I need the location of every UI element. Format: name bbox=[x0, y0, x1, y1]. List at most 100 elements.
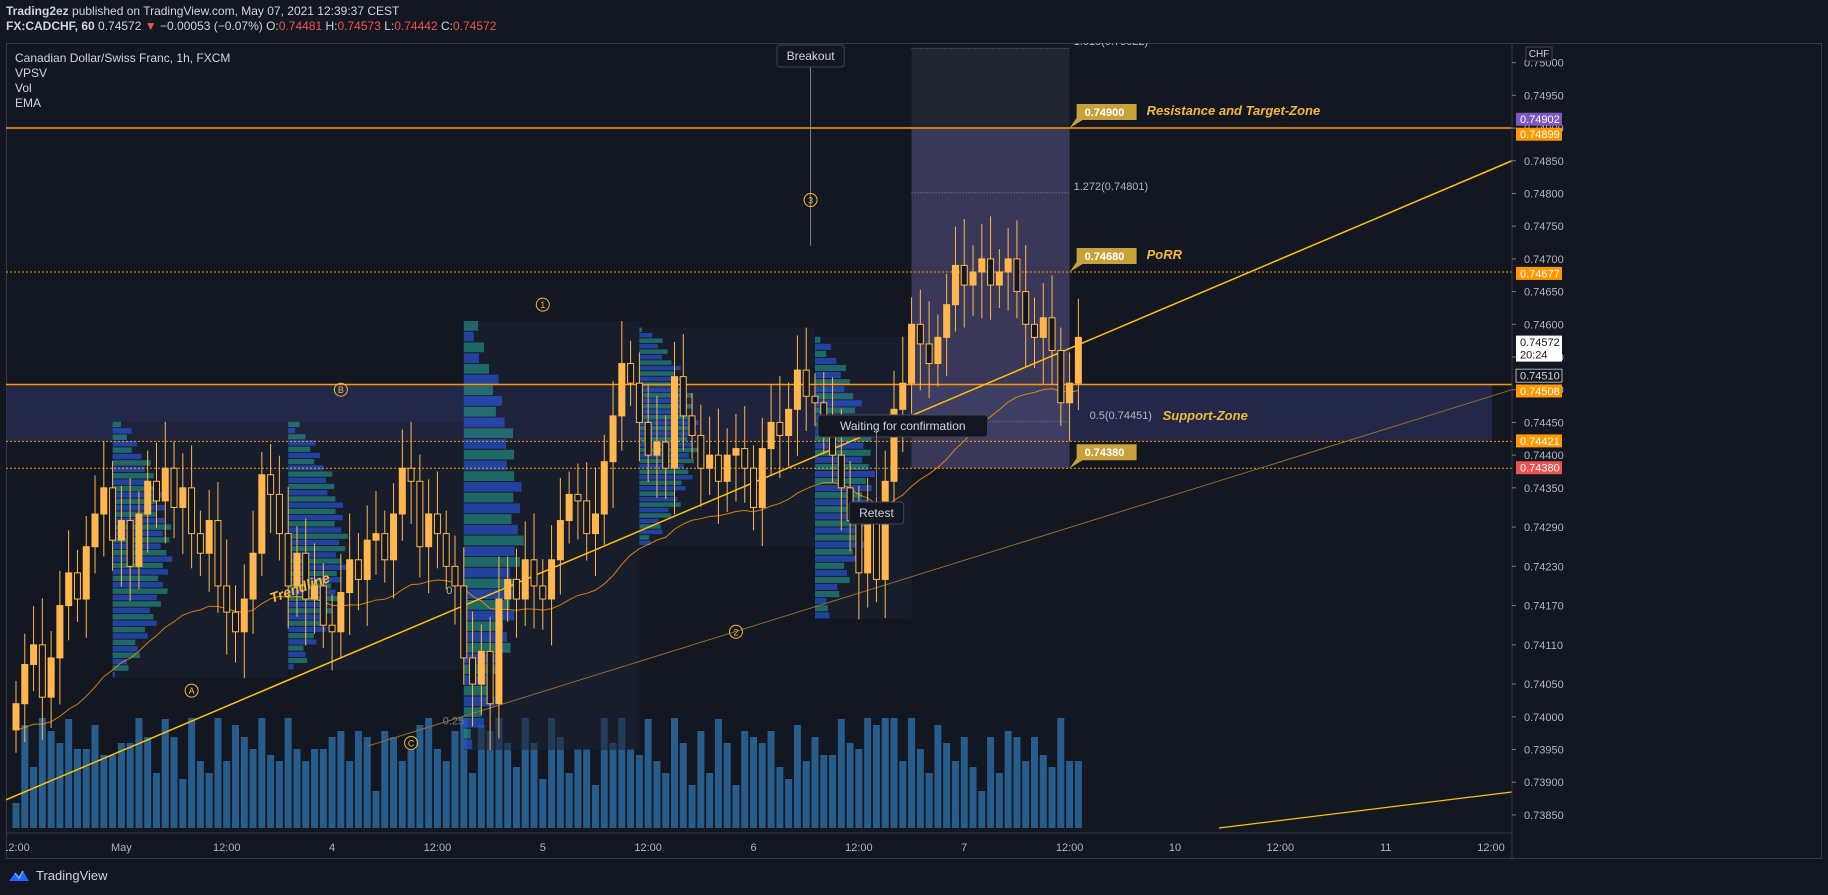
candle-body[interactable] bbox=[12, 703, 20, 731]
candle-body[interactable] bbox=[600, 461, 608, 515]
candle-body[interactable] bbox=[425, 513, 433, 548]
candle-body[interactable] bbox=[381, 533, 389, 561]
candle-body[interactable] bbox=[767, 421, 775, 450]
candle-body[interactable] bbox=[679, 376, 687, 417]
candle-body[interactable] bbox=[346, 559, 354, 594]
candle-body[interactable] bbox=[47, 657, 55, 698]
candle-body[interactable] bbox=[232, 611, 239, 633]
axis-price-tag[interactable]: 0.74902 bbox=[1516, 112, 1562, 127]
candle-body[interactable] bbox=[574, 493, 582, 502]
candle-body[interactable] bbox=[196, 533, 204, 554]
candle-body[interactable] bbox=[714, 454, 722, 482]
candle-body[interactable] bbox=[275, 493, 283, 535]
candle-body[interactable] bbox=[398, 467, 406, 515]
candle-body[interactable] bbox=[82, 546, 90, 600]
candle-body[interactable] bbox=[1022, 291, 1030, 325]
candle-body[interactable] bbox=[179, 487, 187, 508]
candle-body[interactable] bbox=[284, 533, 292, 587]
candle-body[interactable] bbox=[433, 513, 441, 535]
axis-price-tag[interactable]: 0.74510 bbox=[1515, 368, 1563, 383]
wave-label[interactable]: A bbox=[184, 683, 199, 698]
tradingview-brand[interactable]: TradingView bbox=[8, 868, 108, 883]
candle-body[interactable] bbox=[258, 474, 266, 554]
candle-body[interactable] bbox=[706, 454, 714, 469]
candle-body[interactable] bbox=[793, 369, 801, 410]
candle-body[interactable] bbox=[521, 559, 529, 600]
candle-body[interactable] bbox=[723, 454, 731, 482]
candle-body[interactable] bbox=[240, 598, 248, 633]
candle-body[interactable] bbox=[100, 487, 108, 515]
candle-body[interactable] bbox=[925, 343, 933, 365]
candle-body[interactable] bbox=[671, 376, 678, 469]
candle-body[interactable] bbox=[644, 421, 652, 456]
candle-body[interactable] bbox=[469, 657, 477, 685]
candle-body[interactable] bbox=[697, 435, 705, 469]
candle-body[interactable] bbox=[627, 363, 635, 384]
author-name[interactable]: Trading2ez bbox=[6, 4, 69, 18]
candle-body[interactable] bbox=[328, 624, 336, 633]
candle-body[interactable] bbox=[618, 363, 626, 417]
candle-body[interactable] bbox=[741, 448, 749, 469]
candle-body[interactable] bbox=[556, 520, 564, 561]
candle-body[interactable] bbox=[416, 480, 424, 548]
candle-body[interactable] bbox=[987, 258, 995, 286]
wave-label[interactable]: B bbox=[333, 382, 348, 397]
candle-body[interactable] bbox=[311, 585, 319, 600]
candle-body[interactable] bbox=[73, 572, 81, 600]
candle-body[interactable] bbox=[951, 264, 959, 306]
candle-body[interactable] bbox=[916, 323, 924, 345]
candle-body[interactable] bbox=[1030, 323, 1038, 338]
candle-body[interactable] bbox=[732, 448, 740, 456]
candle-body[interactable] bbox=[390, 513, 398, 561]
candle-body[interactable] bbox=[890, 408, 898, 482]
candle-body[interactable] bbox=[249, 552, 257, 600]
candle-body[interactable] bbox=[38, 644, 46, 698]
candle-body[interactable] bbox=[609, 415, 617, 463]
candle-body[interactable] bbox=[855, 520, 863, 574]
symbol-name[interactable]: FX:CADCHF, 60 bbox=[6, 19, 95, 33]
candle-body[interactable] bbox=[1013, 258, 1021, 293]
candle-body[interactable] bbox=[223, 585, 231, 613]
candle-body[interactable] bbox=[881, 480, 889, 580]
candle-body[interactable] bbox=[460, 585, 468, 659]
wave-label[interactable]: 2 bbox=[728, 624, 743, 639]
candle-body[interactable] bbox=[539, 585, 547, 600]
candle-body[interactable] bbox=[91, 513, 99, 548]
wave-label[interactable]: 3 bbox=[803, 193, 818, 207]
candle-body[interactable] bbox=[337, 592, 345, 633]
candle-body[interactable] bbox=[583, 500, 591, 535]
candle-body[interactable] bbox=[899, 382, 907, 410]
wave-label[interactable]: C bbox=[404, 735, 419, 750]
candle-body[interactable] bbox=[302, 552, 310, 600]
candle-body[interactable] bbox=[170, 467, 178, 508]
candle-body[interactable] bbox=[188, 487, 196, 535]
candle-body[interactable] bbox=[161, 467, 169, 502]
legend-indicator-vpsv[interactable]: VPSV bbox=[15, 66, 48, 80]
candle-body[interactable] bbox=[688, 415, 696, 436]
candle-body[interactable] bbox=[1048, 317, 1056, 351]
candle-body[interactable] bbox=[591, 513, 599, 535]
legend-indicator-ema[interactable]: EMA bbox=[15, 96, 42, 110]
candle-body[interactable] bbox=[1066, 382, 1074, 404]
level-tag[interactable]: 0.74900 bbox=[1069, 104, 1137, 129]
candle-body[interactable] bbox=[1057, 349, 1065, 404]
candle-body[interactable] bbox=[635, 382, 643, 423]
breakout-callout[interactable]: Breakout bbox=[776, 44, 845, 68]
candle-body[interactable] bbox=[872, 520, 880, 580]
candle-body[interactable] bbox=[30, 644, 38, 665]
candle-body[interactable] bbox=[56, 605, 64, 659]
candle-body[interactable] bbox=[65, 572, 73, 607]
candle-body[interactable] bbox=[837, 454, 845, 489]
candle-body[interactable] bbox=[117, 520, 125, 541]
candle-body[interactable] bbox=[109, 487, 117, 541]
price-chart[interactable]: 1.618(0.75022) 1.272(0.74801) 0.5(0.74451)… bbox=[6, 43, 1822, 859]
axis-price-tag[interactable]: 0.74380 bbox=[1516, 461, 1562, 475]
axis-price-tag[interactable]: 0.74899 bbox=[1516, 127, 1562, 142]
candle-body[interactable] bbox=[802, 369, 810, 397]
candle-body[interactable] bbox=[653, 441, 661, 456]
candle-body[interactable] bbox=[293, 552, 301, 587]
legend-title[interactable]: Canadian Dollar/Swiss Franc, 1h, FXCM bbox=[15, 51, 231, 65]
candle-body[interactable] bbox=[934, 336, 942, 365]
candle-body[interactable] bbox=[960, 264, 968, 286]
